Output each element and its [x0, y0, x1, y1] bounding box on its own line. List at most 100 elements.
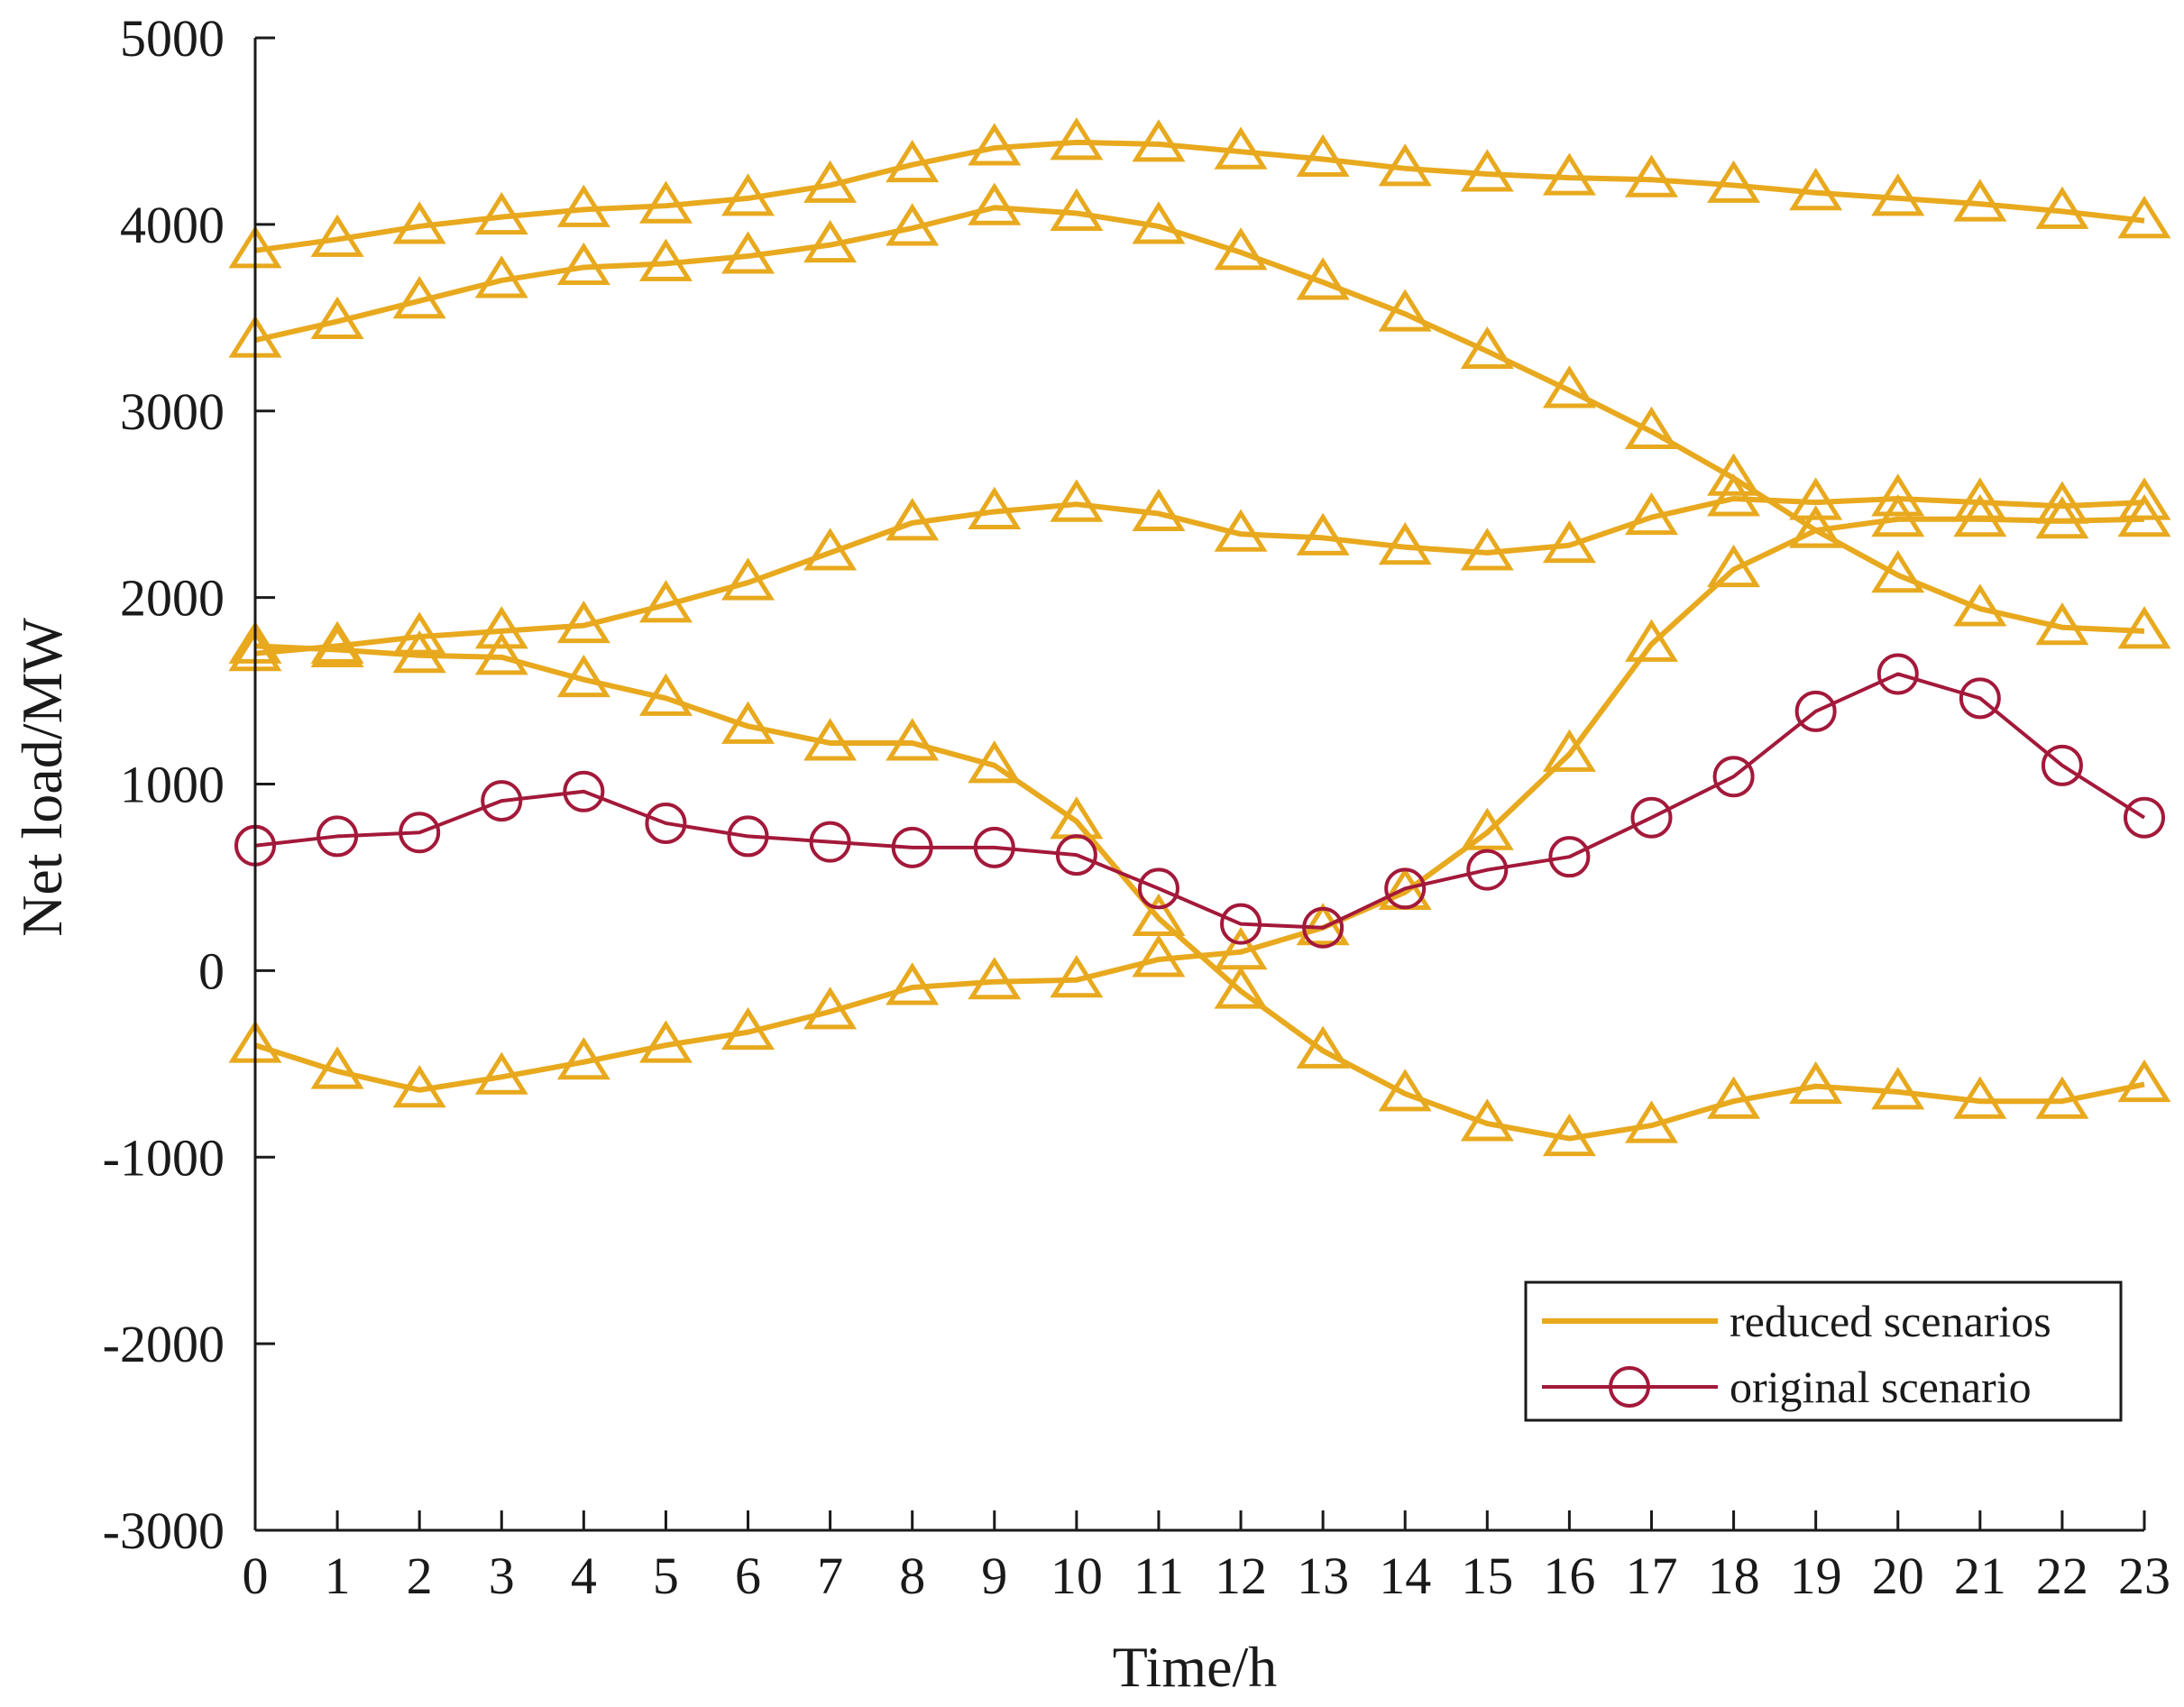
triangle-marker [1624, 154, 1678, 197]
triangle-marker [1953, 494, 2007, 537]
triangle-marker [1214, 509, 1268, 552]
y-tick-label: 0 [198, 941, 225, 1000]
triangle-marker [2035, 186, 2089, 229]
circle-marker [2124, 796, 2165, 839]
circle-marker [1630, 796, 1673, 839]
triangle-marker [2117, 196, 2171, 239]
triangle-marker [1460, 528, 1514, 571]
x-tick-label: 19 [1790, 1546, 1842, 1605]
triangle-marker [392, 1065, 446, 1108]
x-axis-title: Time/h [1113, 1635, 1278, 1699]
triangle-marker [1707, 544, 1761, 588]
triangle-marker [1214, 227, 1268, 271]
triangle-marker [638, 180, 693, 224]
triangle-marker [310, 296, 364, 339]
triangle-marker [1132, 119, 1186, 162]
triangle-marker [721, 173, 775, 216]
triangle-marker [721, 701, 775, 744]
triangle-marker [803, 718, 858, 761]
circle-marker [317, 815, 359, 858]
triangle-marker [1050, 955, 1104, 998]
x-tick-label: 13 [1297, 1546, 1349, 1605]
legend-box [1524, 1280, 2123, 1422]
series-reduced-4 [228, 494, 2171, 1108]
x-tick-label: 7 [817, 1546, 843, 1605]
triangle-marker [886, 498, 940, 541]
triangle-marker [886, 139, 940, 183]
triangle-marker [1624, 491, 1678, 536]
series-reduced-2 [228, 473, 2171, 672]
circle-marker [563, 770, 605, 812]
triangle-marker [474, 255, 528, 298]
triangle-marker [1871, 473, 1925, 517]
x-tick-label: 3 [489, 1546, 515, 1605]
triangle-marker [392, 630, 446, 674]
triangle-marker [1624, 406, 1678, 450]
triangle-marker [886, 718, 940, 761]
x-tick-label: 9 [981, 1546, 1007, 1605]
series-reduced-1 [228, 182, 2171, 649]
triangle-marker [1050, 117, 1104, 161]
triangle-marker [886, 962, 940, 1005]
circle-marker [1137, 867, 1179, 910]
x-tick-label: 1 [325, 1546, 351, 1605]
triangle-marker [2035, 602, 2089, 646]
triangle-marker [968, 182, 1022, 225]
triangle-marker [1542, 152, 1596, 196]
triangle-marker [310, 624, 364, 668]
legend: reduced scenarios original scenario [1524, 1280, 2123, 1422]
circle-marker [481, 780, 523, 822]
triangle-marker [392, 275, 446, 319]
x-tick-label: 23 [2118, 1546, 2170, 1605]
y-tick-label: -1000 [103, 1128, 225, 1187]
triangle-marker [2117, 1059, 2171, 1103]
x-tick-label: 18 [1708, 1546, 1760, 1605]
circle-marker [645, 802, 687, 844]
y-tick-label: 3000 [120, 382, 225, 441]
circle-marker [399, 812, 441, 854]
circle-marker [1466, 849, 1509, 891]
circle-marker [2041, 744, 2083, 786]
circle-marker [1302, 906, 1344, 949]
triangle-marker [1132, 893, 1186, 936]
triangle-marker [556, 600, 610, 644]
triangle-marker [638, 673, 693, 716]
triangle-marker [1050, 479, 1104, 522]
series-original-5 [234, 653, 2165, 949]
triangle-marker [2117, 477, 2171, 520]
triangle-marker [1871, 550, 1925, 593]
triangle-marker [1214, 126, 1268, 170]
triangle-marker [1624, 1100, 1678, 1143]
x-tick-label: 4 [571, 1546, 597, 1605]
x-tick-label: 14 [1379, 1546, 1431, 1605]
circle-marker [1712, 756, 1755, 798]
triangle-marker [474, 191, 528, 235]
x-tick-label: 11 [1133, 1546, 1184, 1605]
triangle-marker [968, 123, 1022, 166]
triangle-marker [474, 632, 528, 675]
triangle-marker [1296, 903, 1350, 946]
x-tick-label: 21 [1954, 1546, 2006, 1605]
circle-marker [1548, 836, 1591, 878]
triangle-marker [1953, 583, 2007, 627]
triangle-marker [1132, 488, 1186, 532]
x-tick-label: 5 [653, 1546, 679, 1605]
circle-marker [1959, 677, 2001, 720]
triangle-marker [803, 528, 858, 571]
series-reduced-0 [228, 117, 2171, 269]
triangle-marker [803, 219, 858, 263]
legend-reduced-label: reduced scenarios [1730, 1296, 2051, 1346]
triangle-marker [721, 557, 775, 601]
triangle-marker [1789, 167, 1843, 211]
triangle-marker [1871, 1067, 1925, 1110]
y-tick-label: 1000 [120, 756, 225, 814]
x-tick-label: 20 [1872, 1546, 1924, 1605]
triangle-marker [1460, 149, 1514, 192]
x-tick-label: 8 [899, 1546, 925, 1605]
triangle-marker [1707, 473, 1761, 517]
x-tick-label: 2 [407, 1546, 433, 1605]
series-line [254, 672, 2146, 930]
y-tick-label: 5000 [120, 9, 225, 68]
x-tick-label: 22 [2036, 1546, 2088, 1605]
triangle-marker [803, 987, 858, 1030]
